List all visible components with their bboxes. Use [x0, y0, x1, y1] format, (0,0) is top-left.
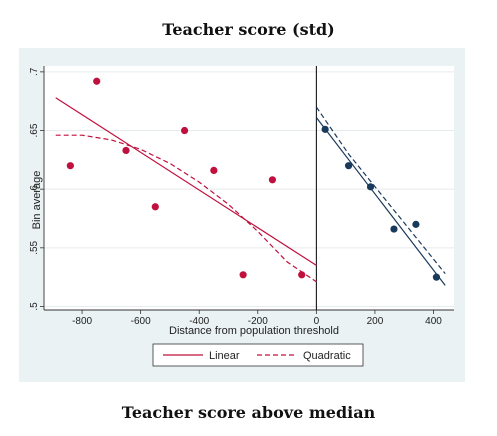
bin-point-right [322, 126, 329, 133]
bin-point-left [67, 162, 74, 169]
chart-svg: .5.55.6.65.7-800 -600 -400 -200 0 200 400 Dist… [19, 48, 465, 382]
bin-point-right [433, 274, 440, 281]
bin-point-left [93, 78, 100, 85]
x-tick-label: -600 [131, 316, 151, 327]
bin-point-left [152, 203, 159, 210]
x-tick-label: 400 [425, 316, 442, 327]
chart-title: Teacher score (std) [0, 20, 497, 39]
bin-point-left [122, 147, 129, 154]
legend-linear-label: Linear [209, 350, 240, 362]
bin-point-left [298, 271, 305, 278]
bin-point-right [367, 183, 374, 190]
y-tick-label: .5 [29, 302, 40, 311]
y-axis-label: Bin average [31, 171, 43, 230]
plot-area [44, 66, 454, 310]
bin-point-right [412, 221, 419, 228]
chart-panel: .5.55.6.65.7 -800 -600 -400 -200 0 200 400 Dist… [19, 48, 465, 382]
y-tick-label: .65 [29, 123, 40, 137]
x-tick-label: 200 [367, 316, 384, 327]
legend-quadratic-label: Quadratic [303, 350, 351, 362]
figure-caption: Teacher score above median [0, 403, 497, 422]
legend: Linear Quadratic [153, 344, 363, 366]
x-tick-label: -800 [72, 316, 92, 327]
bin-point-left [181, 127, 188, 134]
bin-point-left [210, 167, 217, 174]
y-tick-label: .55 [29, 240, 40, 254]
bin-point-left [240, 271, 247, 278]
y-tick-label: .7 [29, 67, 40, 76]
bin-point-right [390, 225, 397, 232]
bin-point-left [269, 176, 276, 183]
x-axis-label: Distance from population threshold [169, 325, 339, 337]
bin-point-right [345, 162, 352, 169]
